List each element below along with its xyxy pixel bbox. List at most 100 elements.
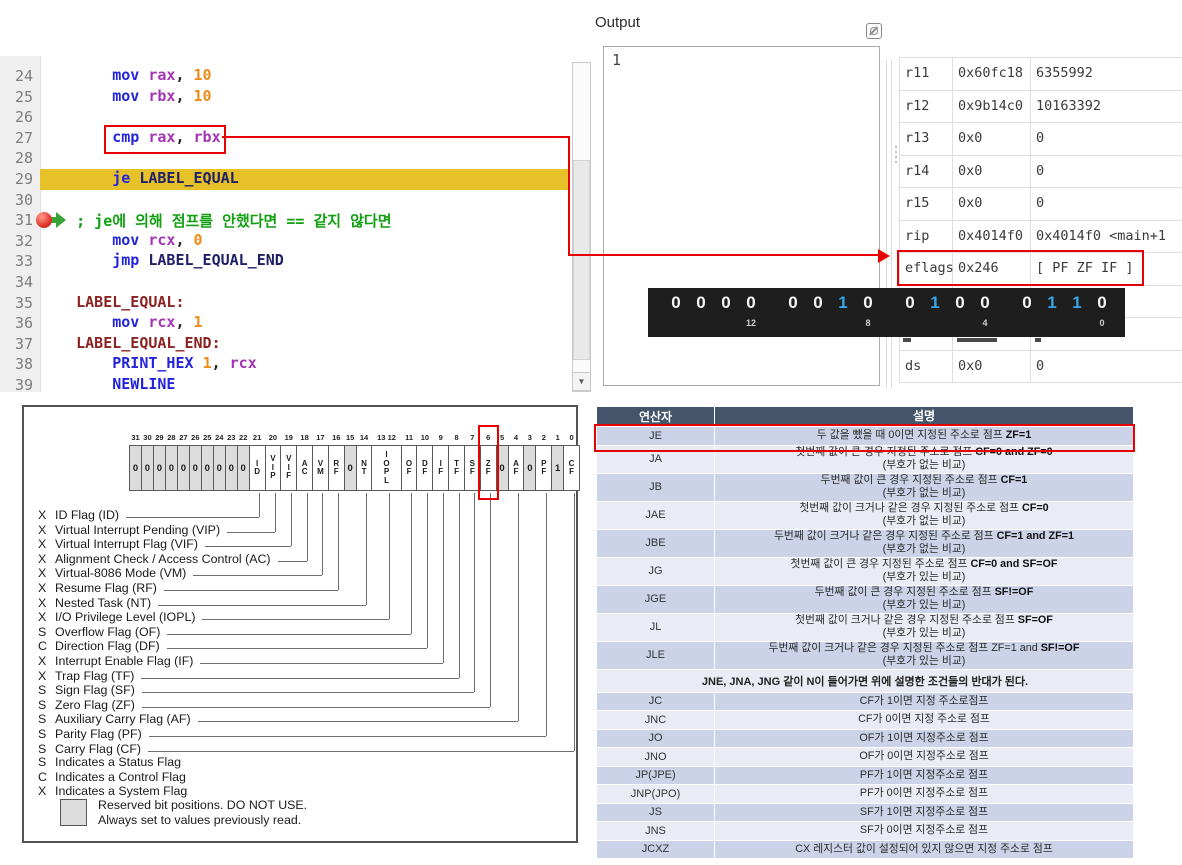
flag-bit-digit: 0: [980, 293, 990, 312]
code-line[interactable]: je LABEL_EQUAL: [112, 169, 239, 187]
cmp-instruction-annotation-box: [104, 125, 226, 154]
bit-number-label: 19: [284, 433, 293, 442]
jump-table-row-JO: JO OF가 1이면 지정주소로 점프: [597, 729, 1133, 748]
reserved-bit-cell: 25 0: [200, 433, 214, 491]
flag-bit-digit: 1: [1072, 293, 1082, 312]
code-editor[interactable]: 24 mov rax, 10 25 mov rbx, 10 26 27 cmp rax…: [0, 40, 570, 392]
operator-cell: JLE: [597, 641, 715, 669]
register-name: r12: [905, 97, 930, 114]
code-line[interactable]: mov rcx, 0: [112, 230, 203, 249]
line-number[interactable]: 28: [14, 149, 33, 168]
bit-number-label: 17: [316, 433, 325, 442]
flag-label-AF: S Auxiliary Carry Flag (AF): [38, 712, 191, 727]
code-line[interactable]: mov rax, 10: [112, 66, 212, 84]
register-name: ds: [905, 357, 922, 374]
register-dec-value: 10163392: [1036, 97, 1102, 114]
flag-label-VIF: X Virtual Interrupt Flag (VIF): [38, 537, 199, 552]
jump-table-row-JNO: JNO OF가 0이면 지정주소로 점프: [597, 748, 1133, 767]
line-number[interactable]: 36: [14, 314, 33, 333]
flag-label-DF: C Direction Flag (DF): [38, 639, 160, 654]
code-line[interactable]: mov rbx, 10: [112, 86, 212, 105]
line-number[interactable]: 34: [14, 273, 33, 291]
flag-connector-line: [141, 678, 459, 679]
code-line[interactable]: cmp rax, rbx: [112, 127, 221, 146]
operator-cell: JGE: [597, 585, 715, 613]
legend-row: C Indicates a Control Flag: [38, 769, 186, 784]
reserved-note-line: Always set to values previously read.: [98, 813, 302, 827]
bit-number-label: 23: [227, 433, 236, 442]
description-cell: SF가 1이면 지정주소로 점프: [859, 805, 989, 818]
editor-scrollbar-thumb[interactable]: [573, 160, 590, 360]
line-number[interactable]: 24: [14, 67, 33, 85]
breakpoint-icon[interactable]: [36, 212, 52, 228]
line-number[interactable]: 39: [14, 376, 33, 392]
operator-cell: JO: [597, 729, 715, 747]
code-line[interactable]: LABEL_EQUAL_END:: [76, 333, 221, 352]
scroll-down-button[interactable]: ▼: [572, 372, 591, 391]
line-number[interactable]: 25: [14, 87, 33, 106]
line-number[interactable]: 26: [14, 108, 33, 127]
flag-bit-digit: 0: [813, 293, 823, 312]
code-line[interactable]: ; je에 의해 점프를 안했다면 == 같지 않다면: [76, 212, 392, 231]
description-cell: 두번째 값이 크거나 같은 경우 지정된 주소로 점프 ZF=1 and SF!…: [768, 641, 1080, 667]
flag-label-IOPL: X I/O Privilege Level (IOPL): [38, 610, 196, 625]
line-number[interactable]: 29: [14, 170, 33, 188]
flag-label-VM: X Virtual-8086 Mode (VM): [38, 566, 187, 581]
jump-table-row-JG: JG 첫번째 값이 큰 경우 지정된 주소로 점프 CF=0 and SF=OF(…: [597, 557, 1133, 586]
flag-label-OF: S Overflow Flag (OF): [38, 624, 161, 639]
panel-splitter[interactable]: [886, 60, 887, 388]
flag-label-ID: X ID Flag (ID): [38, 508, 120, 522]
flag-cell-RF: 16 R F: [327, 433, 345, 491]
code-line[interactable]: jmp LABEL_EQUAL_END: [112, 251, 284, 270]
line-number[interactable]: 38: [14, 355, 33, 374]
flag-cell-IOPL: 13 12 I O P L: [371, 433, 402, 491]
description-cell: OF가 0이면 지정주소로 점프: [859, 750, 989, 763]
flag-connector-line: [149, 736, 546, 737]
code-line[interactable]: mov rcx, 1: [112, 313, 203, 332]
annotation-arrow-segment: [568, 136, 570, 256]
flag-connector-line: [126, 517, 259, 518]
reserved-bit-swatch: [60, 799, 87, 826]
code-line[interactable]: LABEL_EQUAL:: [76, 292, 185, 311]
bit-number-label: 31: [131, 433, 140, 442]
line-number[interactable]: 35: [14, 293, 33, 312]
flag-connector-line: [164, 590, 338, 591]
line-number[interactable]: 30: [14, 190, 33, 209]
flag-bit-digit: 0: [696, 293, 706, 312]
panel-splitter[interactable]: [891, 60, 892, 388]
bit-number-label: 14: [359, 433, 369, 442]
jump-table-row-JAE: JAE 첫번째 값이 크거나 같은 경우 지정된 주소로 점프 CF=0 (부호가 …: [597, 501, 1133, 530]
header-operator: 연산자: [597, 407, 715, 426]
line-number[interactable]: 33: [14, 252, 33, 271]
line-number[interactable]: 37: [14, 334, 33, 353]
flag-cell-VIP: 20 V I P: [264, 433, 282, 491]
line-number[interactable]: 32: [14, 231, 33, 250]
jump-instruction-table: 연산자 설명 JE 두 값을 뺐을 때 0이면 지정된 주소로 점프 ZF=1 JA…: [594, 407, 1135, 859]
jump-table-row-JNP(JPO): JNP(JPO) PF가 0이면 지정주소로 점프: [597, 785, 1133, 804]
flag-label-NT: X Nested Task (NT): [38, 595, 152, 610]
jump-table-row-JLE: JLE 두번째 값이 크거나 같은 경우 지정된 주소로 점프 ZF=1 and …: [597, 641, 1133, 670]
splitter-handle[interactable]: [895, 146, 898, 166]
flag-cell-OF: 11 O F: [400, 433, 418, 491]
register-dec-value: 0: [1036, 162, 1045, 179]
operator-cell: JNS: [597, 822, 715, 840]
flag-connector-line: [142, 707, 490, 708]
line-number[interactable]: 27: [14, 128, 33, 147]
line-number[interactable]: 31: [14, 211, 33, 230]
code-line[interactable]: PRINT_HEX 1, rcx: [112, 354, 257, 373]
bit-index-label: 12: [745, 318, 756, 328]
description-cell: SF가 0이면 지정주소로 점프: [859, 824, 989, 837]
operator-cell: JS: [597, 803, 715, 821]
obscured-row-sliver: [903, 338, 911, 342]
code-line[interactable]: NEWLINE: [112, 375, 176, 392]
flag-connector-line: [366, 493, 367, 605]
register-hex-value: 0x0: [958, 195, 983, 211]
flag-connector-line: [193, 575, 322, 576]
flag-label-RF: X Resume Flag (RF): [38, 581, 157, 595]
float-window-icon[interactable]: [866, 23, 882, 39]
register-hex-value: 0x0: [958, 130, 983, 146]
flag-connector-line: [307, 493, 308, 561]
